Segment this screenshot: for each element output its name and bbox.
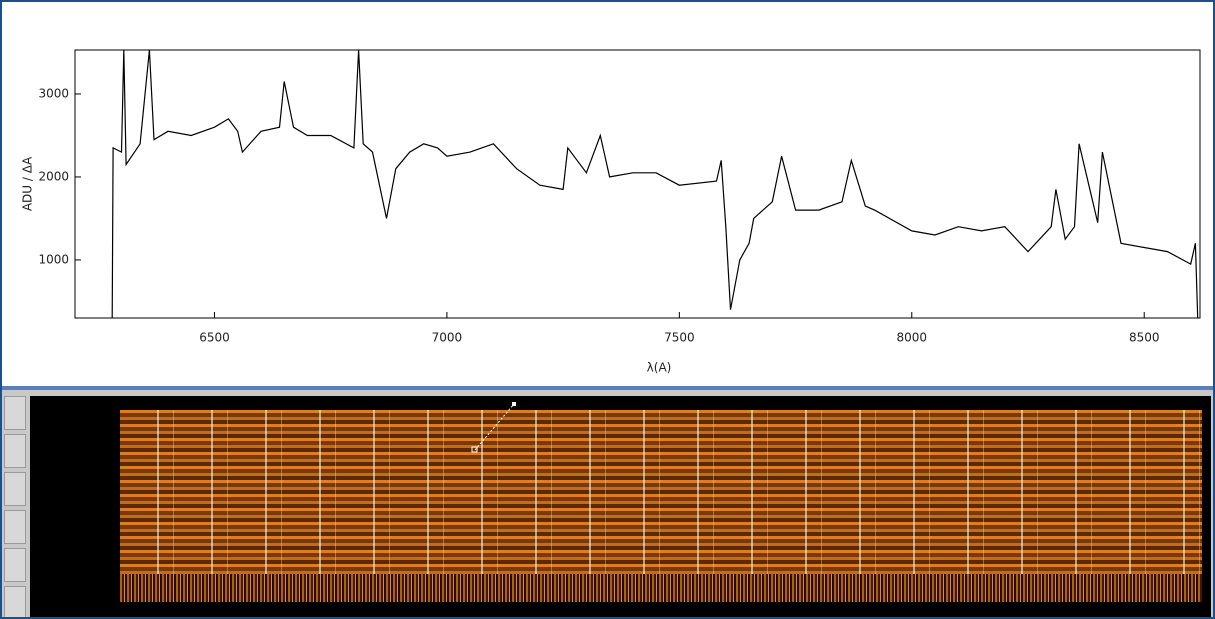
tool-button[interactable]: [4, 434, 26, 468]
tool-button[interactable]: [4, 548, 26, 582]
x-tick-label: 7500: [664, 331, 695, 345]
cursor-box[interactable]: [471, 446, 478, 453]
y-tick-label: 1000: [38, 252, 69, 266]
spectrum-line: [111, 49, 1199, 319]
image-noise: [120, 574, 1202, 602]
x-tick-label: 7000: [432, 331, 463, 345]
cursor-handle[interactable]: [512, 402, 516, 406]
overlay: [471, 402, 516, 453]
spectrum-plot: λ(A) ADU / ΔA 6500 7000 7500 8000 8500 1000 20…: [21, 49, 1201, 375]
tool-button[interactable]: [4, 510, 26, 544]
toolbar: [4, 396, 26, 617]
tool-button[interactable]: [4, 472, 26, 506]
spectrum-image: [120, 410, 1202, 602]
tool-button[interactable]: [4, 586, 26, 617]
y-tick-label: 3000: [38, 86, 69, 100]
x-tick-label: 6500: [199, 331, 230, 345]
tool-button[interactable]: [4, 396, 26, 430]
image-canvas[interactable]: [30, 396, 1211, 617]
x-tick-label: 8500: [1129, 331, 1160, 345]
y-axis-label: ADU / ΔA: [21, 156, 35, 211]
cursor-line: [474, 403, 515, 451]
image-viewer: [2, 386, 1213, 617]
x-tick-label: 8000: [897, 331, 928, 345]
y-tick-label: 2000: [38, 169, 69, 183]
plot-frame: [74, 49, 1201, 319]
x-axis-label: λ(A): [647, 361, 672, 375]
